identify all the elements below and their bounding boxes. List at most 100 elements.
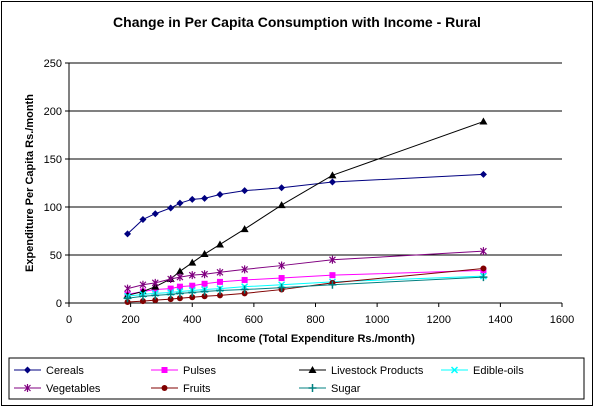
x-tick-label: 400 [183,314,201,326]
data-point-pulses [241,276,248,283]
y-tick-label: 150 [44,154,62,166]
data-point-cereals [124,230,132,238]
data-point-vegetables [188,271,196,280]
data-point-vegetables [278,261,286,270]
data-point-fruits [152,297,159,304]
data-point-vegetables [480,247,487,256]
data-point-vegetables [139,280,147,289]
data-point-sugar [200,287,209,296]
series-line-edible-oils [127,275,484,297]
data-point-livestock-products [277,201,286,209]
legend-label: Fruits [183,383,211,395]
data-point-pulses [216,278,223,285]
data-point-vegetables [329,255,336,264]
data-point-sugar [151,291,160,300]
data-point-vegetables [167,275,175,283]
data-point-vegetables [201,270,208,279]
legend-marker [161,385,168,391]
data-point-pulses [329,272,336,279]
y-tick-label: 250 [44,58,62,70]
data-point-sugar [479,273,488,282]
data-point-sugar [277,283,286,292]
data-point-vegetables [216,268,224,277]
legend: Cereals Pulses Livestock Products Edible-oi… [8,357,585,400]
legend-marker [450,366,459,374]
chart-title: Change in Per Capita Consumption with In… [113,14,481,30]
legend-box [8,357,585,400]
data-point-cereals [241,187,249,195]
data-point-fruits [216,292,223,299]
x-tick-label: 200 [121,314,139,326]
legend-label: Pulses [183,365,217,377]
data-point-sugar [175,289,184,298]
data-point-cereals [188,195,196,203]
legend-item-pulses: Pulses [151,365,217,377]
data-point-cereals [176,199,184,207]
data-point-livestock-products [175,267,184,275]
data-point-pulses [189,282,196,289]
x-tick-label: 1400 [488,314,512,326]
data-point-cereals [278,184,286,192]
legend-marker [161,367,168,373]
data-point-pulses [167,285,174,292]
legend-label: Livestock Products [331,365,424,377]
plot-area: 0 50 100 150 200 250 0 200 400 600 800 1000 1200 1400… [44,58,575,326]
data-point-pulses [278,275,285,282]
legend-item-cereals: Cereals [14,365,84,377]
data-point-fruits [189,294,196,301]
x-tick-label: 600 [245,314,263,326]
data-point-pulses [201,280,208,287]
data-point-vegetables [124,284,131,293]
data-point-sugar [123,294,132,303]
legend-label: Sugar [331,383,361,395]
data-point-livestock-products [215,240,224,248]
legend-label: Cereals [46,365,84,377]
data-point-fruits [480,265,487,272]
y-tick-label: 0 [56,298,62,310]
legend-marker [308,384,317,392]
data-point-fruits [176,295,183,302]
series-cereals [124,170,487,238]
data-point-cereals [479,170,487,178]
data-point-livestock-products [188,258,197,266]
data-point-livestock-products [200,250,209,258]
x-axis-label: Income (Total Expenditure Rs./month) [217,333,415,345]
legend-marker [24,384,31,392]
data-point-cereals [328,178,336,186]
data-point-cereals [216,191,224,199]
data-point-fruits [201,293,208,300]
series-sugar [123,273,488,303]
legend-item-fruits: Fruits [151,383,211,395]
series-livestock-products [123,117,488,299]
legend-label: Vegetables [46,383,101,395]
data-point-livestock-products [240,225,249,233]
legend-marker [24,366,31,374]
legend-item-vegetables: Vegetables [14,383,101,395]
data-point-fruits [167,296,174,303]
x-tick-label: 1200 [427,314,451,326]
data-point-sugar [215,286,224,295]
data-point-livestock-products [479,117,488,125]
data-point-sugar [188,288,197,297]
data-point-sugar [240,285,249,294]
legend-item-edible-oils: Edible-oils [441,365,524,377]
legend-marker [308,366,317,373]
data-point-sugar [328,280,337,289]
legend-item-livestock-products: Livestock Products [299,365,424,377]
data-point-livestock-products [328,171,337,179]
series-line-vegetables [127,250,484,290]
data-point-pulses [176,283,183,290]
y-tick-label: 200 [44,106,62,118]
x-tick-label: 0 [66,314,72,326]
data-point-vegetables [151,278,159,287]
y-tick-label: 50 [50,250,62,262]
data-point-sugar [138,292,147,301]
data-point-sugar [166,290,175,299]
y-axis-label: Expenditure Per Capita Rs./month [24,94,36,272]
data-point-vegetables [176,273,184,282]
data-point-cereals [201,194,209,202]
legend-item-sugar: Sugar [299,383,361,395]
x-tick-label: 1600 [550,314,574,326]
